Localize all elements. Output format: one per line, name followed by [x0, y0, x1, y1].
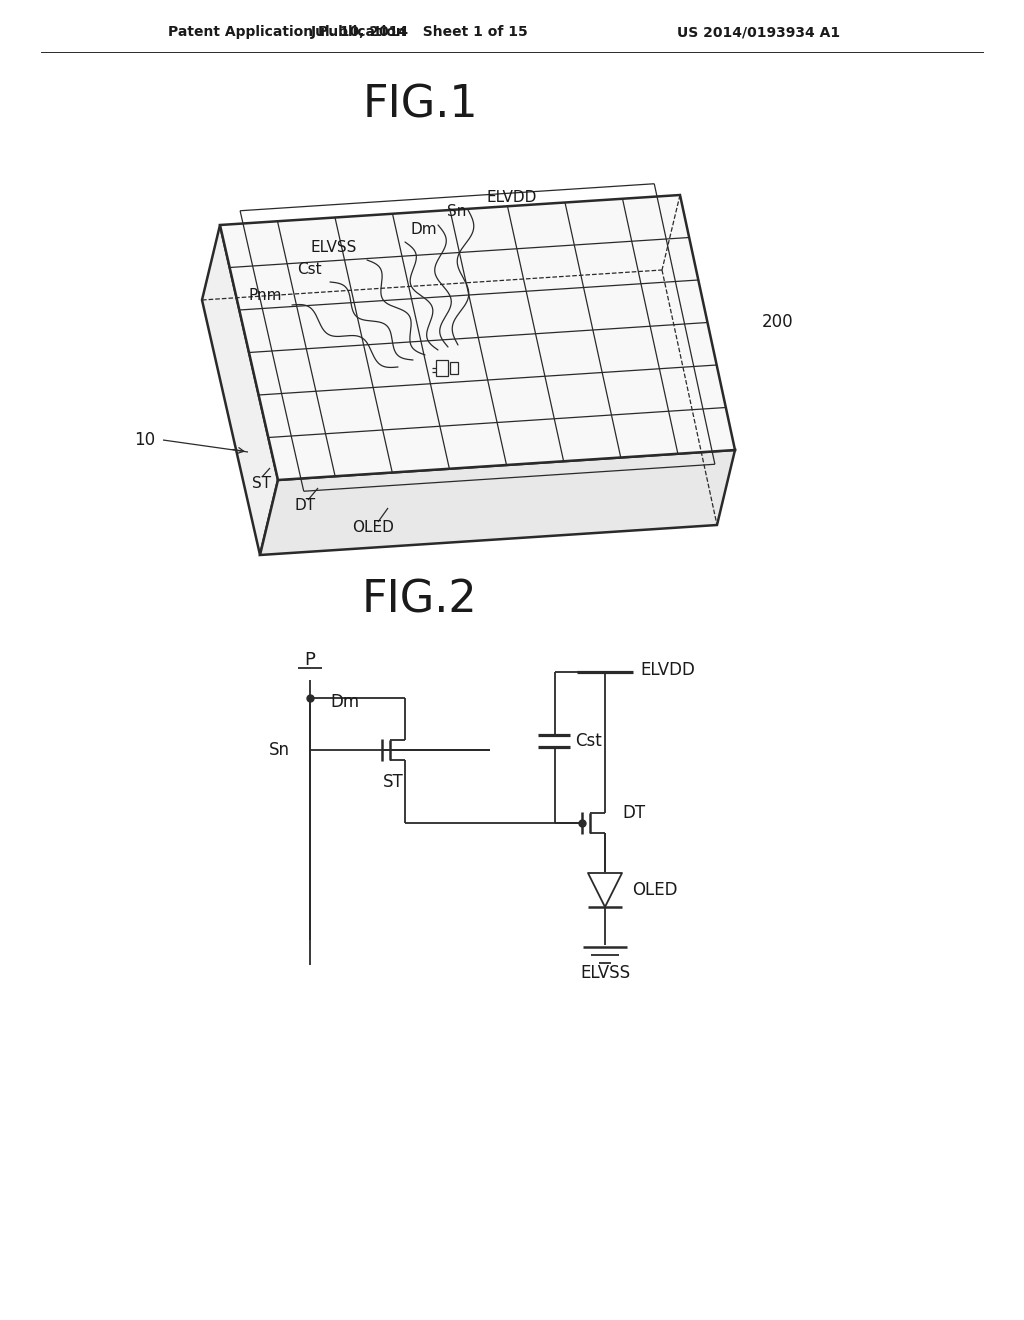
- Polygon shape: [260, 450, 735, 554]
- Polygon shape: [202, 224, 278, 554]
- Text: ST: ST: [383, 774, 403, 791]
- Text: OLED: OLED: [352, 520, 394, 536]
- Text: Sn: Sn: [269, 741, 290, 759]
- Text: ELVDD: ELVDD: [487, 190, 538, 205]
- Text: Dm: Dm: [410, 223, 436, 238]
- Text: ST: ST: [253, 475, 271, 491]
- Text: ELVDD: ELVDD: [640, 661, 695, 678]
- Text: ELVSS: ELVSS: [310, 240, 357, 256]
- Polygon shape: [220, 195, 735, 480]
- Text: 10: 10: [134, 432, 155, 449]
- Polygon shape: [588, 873, 622, 907]
- Text: 200: 200: [762, 313, 794, 331]
- Text: DT: DT: [622, 804, 645, 822]
- Text: Sn: Sn: [447, 205, 466, 219]
- Bar: [450, 362, 458, 374]
- Text: US 2014/0193934 A1: US 2014/0193934 A1: [677, 25, 840, 40]
- Text: Cst: Cst: [575, 733, 602, 750]
- Bar: [436, 360, 449, 376]
- Text: FIG.1: FIG.1: [362, 83, 478, 127]
- Text: OLED: OLED: [632, 880, 678, 899]
- Text: FIG.2: FIG.2: [362, 578, 478, 622]
- Text: DT: DT: [295, 499, 315, 513]
- Text: Dm: Dm: [330, 693, 359, 711]
- Text: Jul. 10, 2014   Sheet 1 of 15: Jul. 10, 2014 Sheet 1 of 15: [311, 25, 528, 40]
- Text: P: P: [304, 651, 315, 669]
- Text: ELVSS: ELVSS: [580, 964, 630, 982]
- Text: Pnm: Pnm: [249, 288, 282, 302]
- Text: Patent Application Publication: Patent Application Publication: [168, 25, 406, 40]
- Text: Cst: Cst: [297, 263, 322, 277]
